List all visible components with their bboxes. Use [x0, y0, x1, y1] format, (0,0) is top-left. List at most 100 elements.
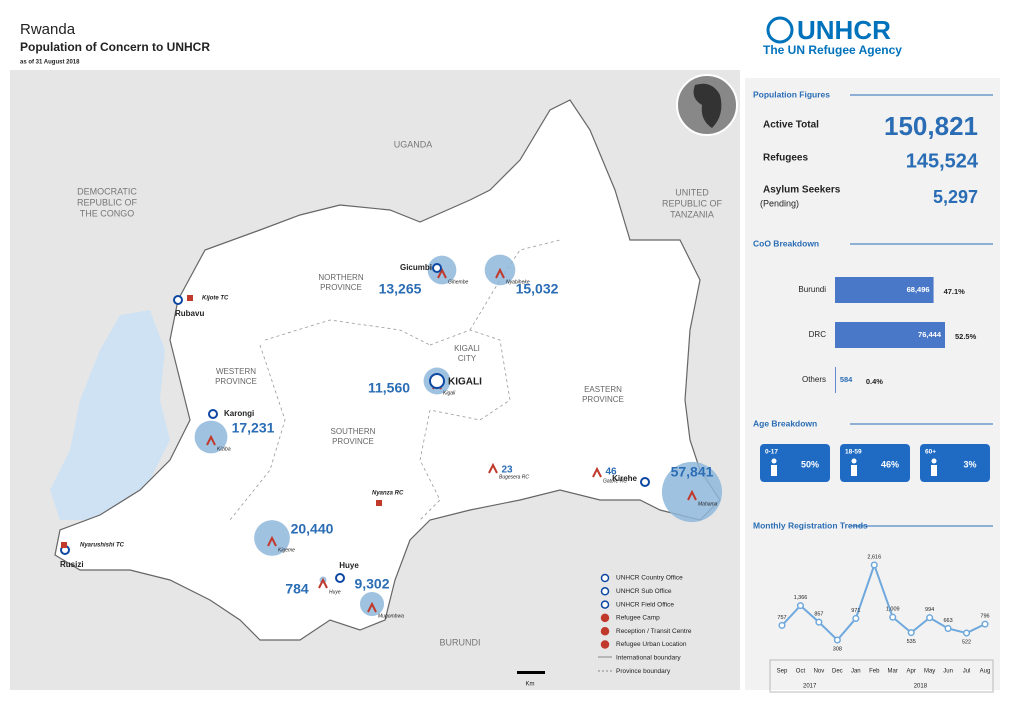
lake [50, 310, 170, 520]
category-label: Burundi [798, 285, 826, 294]
age-icon [931, 465, 937, 476]
site-name: Kigeme [278, 547, 295, 553]
x-tick-label: Mar [888, 669, 898, 675]
transit-label: Kijote TC [202, 296, 229, 302]
legend-symbol [600, 573, 610, 583]
value-label: 68,496 [907, 285, 930, 294]
transit-label: Nyarushishi TC [80, 543, 125, 549]
province-boundary [419, 409, 441, 521]
site-value: 20,440 [291, 521, 334, 537]
section-heading: Monthly Registration Trends [753, 520, 868, 530]
province-label: NORTHERN [318, 273, 363, 282]
province-label: SOUTHERN [331, 427, 376, 436]
section-heading: Age Breakdown [753, 418, 817, 428]
point-label: 971 [851, 608, 860, 614]
legend-symbol [600, 587, 610, 596]
year-label: 2017 [803, 684, 817, 690]
province-label: PROVINCE [582, 395, 624, 404]
site-value: 13,265 [379, 281, 422, 297]
category-label: Others [802, 375, 826, 384]
age-value: 3% [963, 459, 976, 469]
site-name: Kigali [443, 390, 456, 396]
province-label: PROVINCE [215, 377, 257, 386]
x-tick-label: Dec [832, 669, 843, 675]
country-label: TANZANIA [670, 209, 714, 219]
camp-icon [592, 466, 602, 478]
age-icon [771, 458, 777, 464]
age-label: 60+ [925, 449, 936, 456]
legend-symbol [600, 600, 610, 609]
trend-point [833, 636, 841, 644]
province-label: EASTERN [584, 385, 622, 394]
point-label: 757 [777, 615, 786, 621]
point-label: 535 [907, 639, 916, 645]
office-label: Gicumbi [400, 263, 432, 272]
office-marker [173, 295, 183, 305]
point-label: 663 [943, 618, 952, 624]
percent-label: 52.5% [955, 332, 977, 341]
subtitle: Population of Concern to UNHCR [20, 40, 210, 54]
office-marker [335, 573, 345, 583]
age-icon [851, 458, 857, 464]
x-tick-label: Jun [943, 669, 953, 675]
legend-label: UNHCR Country Office [616, 575, 683, 582]
province-label: CITY [458, 354, 477, 363]
percent-label: 47.1% [944, 287, 966, 296]
country-label: REPUBLIC OF [662, 198, 723, 208]
age-icon [771, 465, 777, 476]
site-value: 784 [285, 581, 309, 597]
point-label: 522 [962, 639, 971, 645]
site-name: Mahama [698, 501, 718, 507]
legend-symbol [600, 640, 610, 649]
figure-label: Active Total [763, 120, 819, 131]
figure-label: Asylum Seekers [763, 185, 841, 196]
figure-value: 150,821 [884, 111, 978, 141]
site-name: Kiziba [217, 446, 231, 452]
section-heading: CoO Breakdown [753, 238, 819, 248]
value-label: 584 [840, 375, 853, 384]
camp-icon [437, 267, 447, 279]
province-boundary [429, 329, 511, 421]
legend-label: Refugee Camp [616, 615, 660, 622]
site-name: Gatore RC [603, 478, 627, 484]
legend-label: UNHCR Field Office [616, 601, 674, 608]
figure-value: 5,297 [933, 187, 978, 207]
transit-marker [61, 542, 67, 548]
x-tick-label: Apr [907, 669, 916, 675]
country-label: DEMOCRATIC [77, 186, 137, 196]
trend-point [815, 618, 823, 626]
age-value: 46% [881, 459, 899, 469]
bar [835, 277, 934, 303]
year-label: 2018 [914, 684, 928, 690]
country-label: UGANDA [394, 139, 433, 149]
age-value: 50% [801, 459, 819, 469]
site-value: 57,841 [671, 464, 714, 480]
country-label: UNITED [675, 187, 709, 197]
office-label: KIGALI [448, 377, 482, 388]
camp-icon [367, 601, 377, 613]
title: Rwanda [20, 21, 76, 38]
percent-label: 0.4% [866, 377, 883, 386]
office-label: Rubavu [175, 309, 204, 318]
x-tick-label: Oct [796, 669, 806, 675]
office-label: Huye [339, 561, 359, 570]
x-tick-label: Feb [869, 669, 880, 675]
province-boundary [229, 344, 286, 521]
site-name: Bugesera RC [499, 474, 529, 480]
x-tick-label: May [924, 669, 935, 675]
legend-symbol [600, 626, 610, 636]
country-label: BURUNDI [439, 637, 480, 647]
camp-icon [267, 535, 277, 547]
trend-point [778, 621, 786, 629]
camp-icon [206, 434, 216, 446]
scale-bar [517, 671, 545, 674]
age-icon [931, 458, 937, 464]
site-name: Gihembe [448, 279, 469, 285]
point-label: 796 [980, 614, 989, 620]
bar [835, 322, 945, 348]
legend-label: UNHCR Sub Office [616, 588, 672, 595]
x-tick-label: Nov [814, 669, 825, 675]
legend-label: Province boundary [616, 668, 671, 675]
province-label: WESTERN [216, 367, 256, 376]
